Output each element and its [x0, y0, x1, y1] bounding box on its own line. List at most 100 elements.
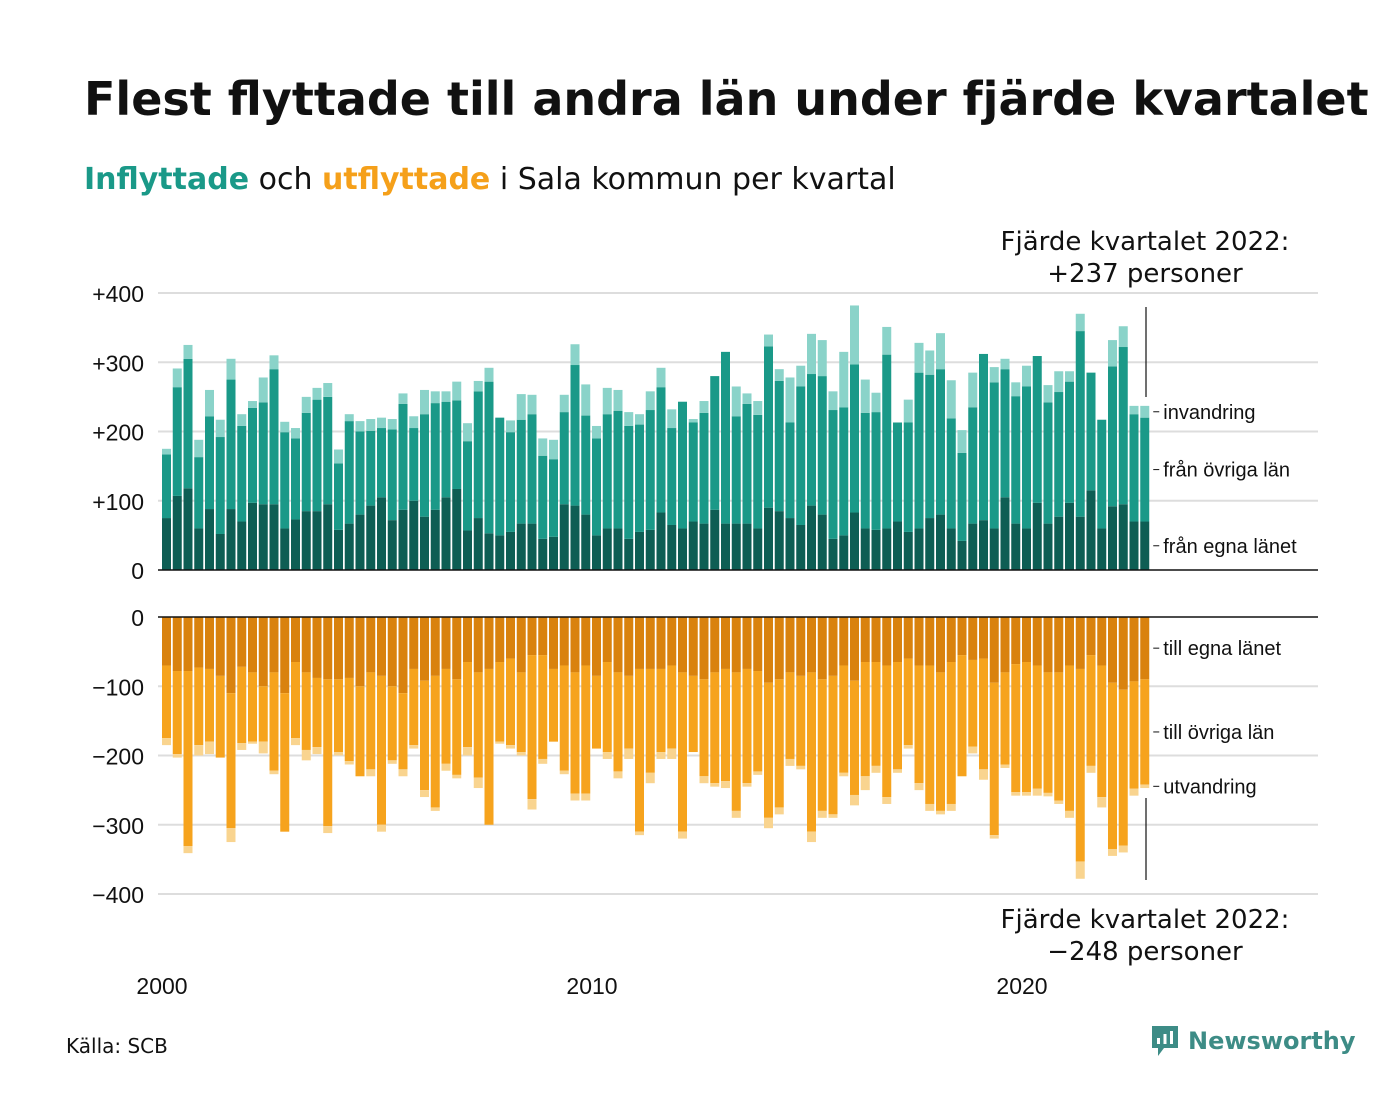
- bar-out-segment: [387, 617, 397, 687]
- bar-in-segment: [538, 438, 548, 456]
- bar-in-segment: [807, 505, 816, 570]
- bar-out-segment: [581, 665, 591, 794]
- bar-out-segment: [570, 617, 580, 673]
- bar-out-segment: [1022, 662, 1031, 793]
- bar-out-segment: [624, 675, 634, 749]
- bar-in-segment: [334, 463, 343, 530]
- bar-out-segment: [979, 769, 988, 780]
- bar-in-segment: [914, 372, 924, 529]
- bar-in-segment: [1108, 340, 1117, 367]
- bar-in-segment: [764, 346, 773, 508]
- bar-in-segment: [366, 430, 376, 506]
- bar-in-segment: [312, 511, 322, 570]
- bar-out-segment: [1022, 617, 1031, 663]
- bar-in-segment: [484, 367, 494, 382]
- bar-out-segment: [688, 675, 698, 753]
- bar-in-segment: [172, 495, 182, 570]
- bar-in-segment: [731, 386, 741, 417]
- bar-in-segment: [280, 432, 290, 529]
- bar-out-segment: [914, 617, 924, 666]
- bar-out-segment: [613, 771, 623, 779]
- bar-out-segment: [656, 752, 666, 759]
- bar-in-segment: [925, 374, 935, 519]
- bar-in-segment: [291, 438, 300, 520]
- bar-out-segment: [882, 797, 892, 804]
- bar-out-segment: [817, 679, 827, 811]
- bar-out-segment: [753, 617, 763, 672]
- x-tick-label: 2010: [566, 973, 617, 999]
- bar-in-segment: [1118, 347, 1128, 505]
- bar-out-segment: [903, 745, 913, 749]
- bar-in-segment: [194, 528, 204, 570]
- bar-in-segment: [1054, 392, 1064, 517]
- bar-out-segment: [452, 679, 462, 775]
- bar-in-segment: [377, 497, 386, 570]
- bar-out-segment: [527, 617, 537, 656]
- bar-in-segment: [602, 414, 612, 529]
- bar-out-segment: [742, 617, 752, 669]
- bar-out-segment: [538, 617, 548, 656]
- bar-in-segment: [473, 518, 483, 570]
- bar-out-segment: [936, 617, 945, 673]
- bar-out-segment: [323, 679, 333, 827]
- bars: [162, 305, 1150, 879]
- bar-out-segment: [1108, 848, 1117, 856]
- bar-out-segment: [667, 665, 677, 749]
- bar-in-segment: [1108, 366, 1117, 507]
- bar-out-segment: [226, 617, 236, 694]
- bar-out-segment: [817, 617, 827, 680]
- bar-in-segment: [635, 424, 644, 532]
- bar-in-segment: [1097, 419, 1107, 529]
- bar-out-segment: [807, 672, 816, 832]
- bar-in-segment: [538, 455, 548, 539]
- bar-in-segment: [334, 449, 343, 464]
- bar-in-segment: [1011, 523, 1021, 570]
- bar-in-segment: [688, 422, 698, 522]
- bar-in-segment: [893, 422, 902, 522]
- bar-out-segment: [764, 682, 773, 818]
- bar-in-segment: [205, 416, 214, 510]
- bar-in-segment: [828, 391, 838, 411]
- bar-in-segment: [581, 415, 591, 515]
- bar-in-segment: [258, 504, 268, 570]
- bar-out-segment: [1032, 617, 1042, 666]
- bar-in-segment: [484, 533, 494, 570]
- bar-in-segment: [183, 488, 193, 570]
- bar-out-segment: [172, 754, 182, 758]
- bar-out-segment: [613, 672, 623, 772]
- bar-in-segment: [1011, 396, 1021, 524]
- bar-out-segment: [989, 682, 999, 836]
- bar-out-segment: [731, 617, 741, 673]
- bar-out-segment: [764, 817, 773, 829]
- annotation-top: Fjärde kvartalet 2022: +237 personer: [945, 226, 1345, 290]
- bar-in-segment: [1065, 381, 1074, 503]
- bar-in-segment: [731, 416, 741, 524]
- bar-in-segment: [452, 381, 462, 401]
- bar-out-segment: [656, 668, 666, 753]
- bar-in-segment: [1118, 326, 1128, 348]
- bar-in-segment: [355, 421, 365, 432]
- bar-out-segment: [979, 658, 988, 770]
- chart-title: Flest flyttade till andra län under fjär…: [84, 72, 1369, 126]
- bar-in-segment: [893, 521, 902, 570]
- bar-in-segment: [796, 365, 806, 387]
- bar-out-segment: [656, 617, 666, 669]
- bar-in-segment: [334, 529, 343, 570]
- bar-out-segment: [989, 835, 999, 839]
- subtitle-in-word: Inflyttade: [84, 162, 250, 197]
- bar-in-segment: [914, 342, 924, 373]
- y-tick-label: −100: [92, 674, 144, 700]
- bar-out-segment: [377, 824, 386, 832]
- bar-in-segment: [688, 419, 698, 423]
- bar-out-segment: [291, 662, 300, 739]
- bar-out-segment: [205, 617, 214, 669]
- bar-out-segment: [796, 765, 806, 770]
- bar-in-segment: [183, 358, 193, 489]
- bar-in-segment: [645, 410, 655, 530]
- annotation-top-line1: Fjärde kvartalet 2022:: [1000, 227, 1290, 257]
- bar-in-segment: [828, 410, 838, 539]
- chart-subtitle: Inflyttade och utflyttade i Sala kommun …: [84, 162, 896, 197]
- bar-in-segment: [785, 377, 795, 423]
- bar-out-segment: [312, 617, 322, 678]
- bar-in-segment: [291, 428, 300, 439]
